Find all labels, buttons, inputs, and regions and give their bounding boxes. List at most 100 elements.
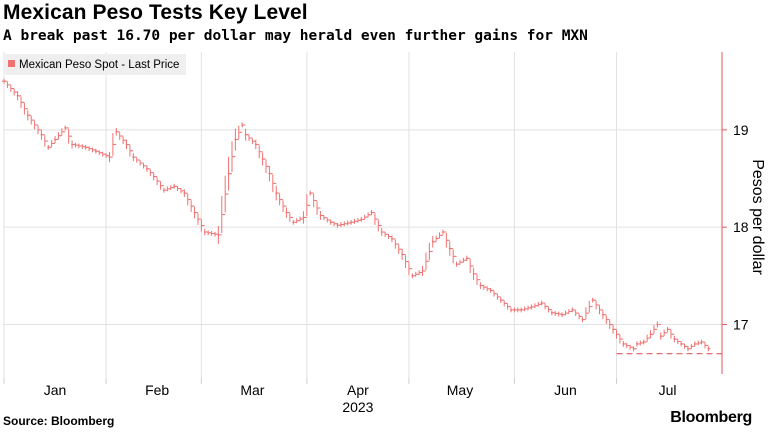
data-point xyxy=(370,211,373,214)
data-point xyxy=(261,158,264,160)
data-point xyxy=(40,133,43,136)
data-point xyxy=(115,130,118,133)
data-point xyxy=(581,318,584,321)
data-point xyxy=(227,172,230,175)
data-point xyxy=(622,343,625,345)
data-point xyxy=(673,338,676,340)
data-point xyxy=(54,138,56,141)
data-point xyxy=(656,323,659,326)
data-point xyxy=(254,143,257,146)
data-point xyxy=(94,150,97,153)
legend-swatch xyxy=(8,60,15,67)
y-tick-label: 18 xyxy=(733,219,749,235)
data-point xyxy=(472,272,475,275)
data-point xyxy=(380,231,383,233)
data-point xyxy=(431,240,434,243)
data-point xyxy=(234,138,237,141)
data-point xyxy=(132,156,135,158)
chart-title: Mexican Peso Tests Key Level xyxy=(3,1,308,24)
data-point xyxy=(649,333,652,336)
data-point xyxy=(173,185,176,188)
data-point xyxy=(183,192,186,195)
data-point xyxy=(302,216,305,219)
data-point xyxy=(591,299,594,302)
data-point xyxy=(241,124,244,126)
data-point xyxy=(108,156,111,158)
data-point xyxy=(146,167,148,170)
data-point xyxy=(707,347,710,350)
data-point xyxy=(275,192,278,195)
bloomberg-logo: Bloomberg xyxy=(670,409,752,426)
data-point xyxy=(84,146,87,149)
data-point xyxy=(193,211,196,214)
data-point xyxy=(510,308,512,311)
data-point xyxy=(319,214,322,217)
y-tick-label: 17 xyxy=(733,316,749,332)
x-tick-label: Apr xyxy=(347,382,369,398)
data-point xyxy=(268,172,271,175)
data-point xyxy=(540,302,543,304)
y-axis-title: Pesos per dollar xyxy=(749,159,766,275)
data-point xyxy=(636,343,638,345)
x-tick-label: Mar xyxy=(240,382,264,398)
data-point xyxy=(550,311,553,314)
data-point xyxy=(285,211,288,214)
legend: Mexican Peso Spot - Last Price xyxy=(3,54,186,75)
legend-box xyxy=(3,54,186,75)
data-point xyxy=(642,341,645,343)
data-point xyxy=(71,143,73,146)
data-point xyxy=(479,284,482,287)
data-point xyxy=(309,192,312,195)
data-point xyxy=(442,231,444,233)
data-point xyxy=(350,221,352,224)
data-point xyxy=(520,308,523,311)
data-point xyxy=(360,218,363,221)
legend-label: Mexican Peso Spot - Last Price xyxy=(19,59,179,71)
y-tick-label: 19 xyxy=(733,122,749,138)
data-point xyxy=(217,234,220,236)
x-axis-year-label: 2023 xyxy=(342,399,373,415)
data-point xyxy=(16,94,19,97)
data-point xyxy=(336,224,339,227)
data-point xyxy=(163,189,165,192)
data-point xyxy=(687,347,689,350)
data-point xyxy=(125,143,128,146)
data-point xyxy=(411,274,414,277)
x-tick-label: Jun xyxy=(554,382,577,398)
data-point xyxy=(659,335,662,338)
data-point xyxy=(571,308,574,311)
data-point xyxy=(693,343,696,345)
data-point xyxy=(632,347,635,350)
data-point xyxy=(152,175,155,178)
data-point xyxy=(489,289,492,292)
data-point xyxy=(244,133,247,136)
x-tick-label: Jul xyxy=(659,382,677,398)
data-point xyxy=(3,80,5,83)
data-point xyxy=(329,221,332,224)
data-point xyxy=(391,237,393,240)
data-point xyxy=(401,253,404,256)
x-tick-label: Jan xyxy=(44,382,67,398)
data-point xyxy=(561,313,563,316)
data-point xyxy=(465,257,468,260)
data-point xyxy=(499,299,502,302)
x-tick-label: Feb xyxy=(145,382,169,398)
data-point xyxy=(530,306,533,308)
source-note: Source: Bloomberg xyxy=(3,414,115,428)
data-point xyxy=(612,328,615,331)
data-point xyxy=(666,328,669,331)
data-point xyxy=(292,221,295,224)
data-point xyxy=(26,114,29,117)
chart-subtitle: A break past 16.70 per dollar may herald… xyxy=(3,28,588,44)
data-point xyxy=(421,270,424,272)
data-point xyxy=(448,247,451,250)
data-point xyxy=(602,313,604,316)
data-point xyxy=(455,263,458,266)
data-point xyxy=(47,146,50,149)
x-tick-label: May xyxy=(447,382,473,398)
data-point xyxy=(203,231,206,233)
data-point xyxy=(64,127,67,129)
data-point xyxy=(680,343,683,345)
data-point xyxy=(700,341,703,343)
